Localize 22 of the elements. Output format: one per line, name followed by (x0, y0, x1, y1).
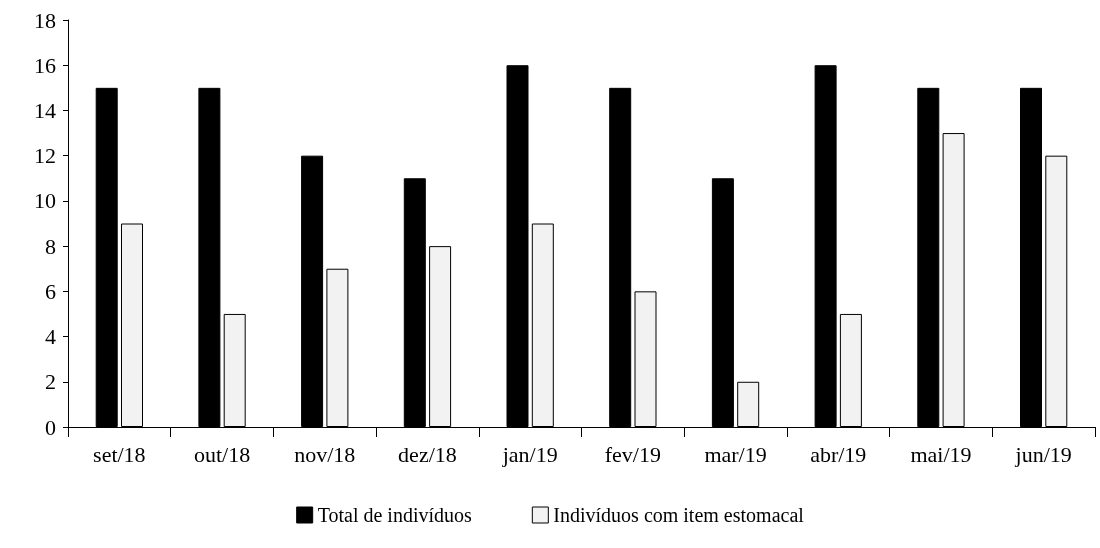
y-tick-label: 12 (34, 143, 56, 169)
y-tick-label: 4 (45, 324, 56, 350)
x-tick-label: abr/19 (810, 441, 867, 467)
x-tick-label: mar/19 (704, 441, 767, 467)
y-tick-label: 14 (34, 97, 56, 123)
x-tick-label: dez/18 (398, 441, 457, 467)
x-tick-label: mai/19 (910, 441, 972, 467)
x-tick-label: jan/19 (501, 441, 558, 467)
y-tick-label: 8 (45, 233, 56, 259)
y-tick-label: 2 (45, 369, 56, 395)
x-tick-label: set/18 (93, 441, 146, 467)
x-tick-label: jun/19 (1014, 441, 1072, 467)
y-tick-label: 0 (45, 414, 56, 440)
legend-label: Indivíduos com item estomacal (553, 504, 805, 526)
x-tick-label: out/18 (193, 441, 251, 467)
legend-label: Total de indivíduos (317, 504, 473, 526)
y-tick-label: 10 (34, 188, 56, 214)
x-tick-label: fev/19 (604, 441, 661, 467)
y-tick-label: 6 (45, 278, 56, 304)
y-tick-label: 18 (34, 7, 56, 33)
y-tick-label: 16 (34, 52, 56, 78)
x-tick-label: nov/18 (294, 441, 356, 467)
